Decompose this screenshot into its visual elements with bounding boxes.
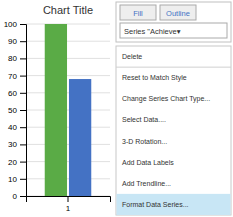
grid-line	[26, 92, 110, 93]
menu-item[interactable]: Select Data....	[122, 116, 166, 123]
series-dropdown[interactable]	[120, 23, 227, 38]
axis-line	[27, 197, 111, 203]
grid-line	[26, 24, 110, 25]
toolbar-label: Fill	[133, 9, 143, 18]
tick-mark	[20, 179, 26, 180]
dropdown-label: Series "Achieve▾	[124, 27, 181, 36]
tick-label: 90	[8, 37, 17, 46]
tick-mark	[20, 24, 26, 25]
x-axis: 1	[27, 196, 111, 213]
tick-label: 40	[8, 123, 17, 132]
tick: 50	[8, 106, 26, 115]
context-menu: Delete Reset to Match Style Change Series …	[116, 46, 231, 215]
tick: 1	[66, 196, 71, 213]
tick-mark	[20, 196, 26, 197]
tick-label: 20	[8, 158, 17, 167]
tick-mark	[20, 41, 26, 42]
tick-mark	[20, 76, 26, 77]
tick-label: 1	[66, 204, 71, 213]
tick-label: 50	[8, 106, 17, 115]
grid	[26, 24, 110, 196]
tick-mark	[20, 162, 26, 163]
menu-label: Reset to Match Style	[122, 74, 187, 82]
menu-item[interactable]: Format Data Series...	[117, 194, 231, 215]
grid-line	[26, 127, 110, 128]
menu-label: Delete	[122, 53, 142, 60]
tick-mark	[20, 144, 26, 145]
grid-line	[26, 110, 110, 111]
menu-label: Change Series Chart Type...	[122, 95, 210, 103]
grid-line	[26, 41, 110, 42]
tick: 10	[8, 175, 26, 184]
tick-mark	[20, 110, 26, 111]
tick-label: 100	[4, 20, 18, 29]
tick-label: 10	[8, 175, 17, 184]
toolbar-panel	[116, 2, 231, 42]
menu-label: Format Data Series...	[122, 201, 189, 208]
tick: 100	[4, 20, 26, 29]
tick-mark	[20, 93, 26, 94]
tick-mark	[20, 127, 26, 128]
bar	[69, 79, 91, 196]
grid-line	[26, 161, 110, 162]
tick: 70	[8, 72, 26, 81]
grid-line	[26, 58, 110, 59]
tick: 0	[13, 192, 26, 201]
axis-line	[20, 25, 27, 197]
menu-highlight	[117, 194, 231, 215]
bars	[45, 24, 92, 196]
tick-label: 70	[8, 72, 17, 81]
grid-line	[26, 144, 110, 145]
grid-line	[26, 178, 110, 179]
menu-label: Add Data Labels	[122, 159, 174, 166]
menu-item[interactable]: Change Series Chart Type...	[122, 95, 210, 103]
menu-item[interactable]: Delete	[122, 53, 142, 60]
tick: 60	[8, 89, 26, 98]
tick: 80	[8, 54, 26, 63]
tick: 20	[8, 158, 26, 167]
tick-label: 30	[8, 140, 17, 149]
tick: 30	[8, 140, 26, 149]
toolbar-button[interactable]	[120, 5, 156, 20]
menu-separator	[116, 67, 231, 68]
toolbar-label: Outline	[166, 9, 190, 18]
tick: 40	[8, 123, 26, 132]
menu-panel	[116, 46, 231, 215]
tick-label: 80	[8, 54, 17, 63]
menu-item[interactable]: Reset to Match Style	[122, 74, 187, 82]
tick-mark	[68, 196, 69, 202]
toolbar-button[interactable]	[160, 5, 196, 20]
menu-item[interactable]: Add Trendline...	[122, 180, 171, 187]
tick: 90	[8, 37, 26, 46]
menu-label: Add Trendline...	[122, 180, 171, 187]
toolbar: Fill Outline Series "Achieve▾	[116, 2, 231, 42]
grid-line	[26, 75, 110, 76]
menu-label: 3-D Rotation...	[122, 138, 167, 145]
y-axis: 0 10 20 30 40 50 60 70 80 90 100	[4, 20, 27, 201]
title: Chart Title	[43, 4, 93, 16]
tick-mark	[20, 58, 26, 59]
tick-label: 0	[13, 192, 18, 201]
chart: Chart Title 0 10 20 30 40 50 60 70 80 90 100 1 Fill Ou…	[0, 0, 233, 217]
menu-item[interactable]: 3-D Rotation...	[122, 138, 167, 145]
bar	[45, 24, 67, 196]
menu-label: Select Data....	[122, 116, 166, 123]
menu-item[interactable]: Add Data Labels	[122, 159, 174, 166]
tick-label: 60	[8, 89, 17, 98]
